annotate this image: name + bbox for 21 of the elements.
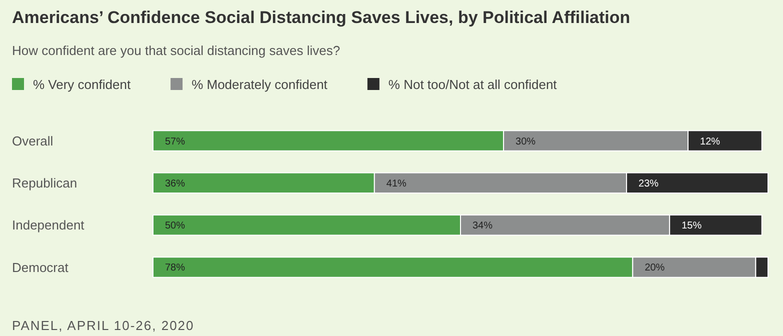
- y-tick-label: Republican: [12, 175, 78, 190]
- legend-label: % Moderately confident: [192, 77, 328, 92]
- data-label: 12%: [700, 136, 720, 148]
- y-tick-label: Democrat: [12, 260, 69, 275]
- data-label: 41%: [386, 178, 407, 190]
- data-label: 30%: [516, 136, 536, 148]
- legend-label: % Not too/Not at all confident: [388, 77, 558, 92]
- data-label: 15%: [682, 220, 702, 232]
- data-label: 78%: [165, 262, 186, 274]
- chart-title: Americans’ Confidence Social Distancing Saves Lives, by Political Affiliation: [12, 8, 630, 27]
- data-label: 20%: [644, 262, 665, 274]
- data-label: 36%: [165, 178, 186, 190]
- text: PANEL, APRIL 10-26, 2020: [12, 318, 194, 333]
- data-label: 50%: [165, 220, 186, 232]
- data-label: 34%: [472, 220, 493, 232]
- legend-label: % Very confident: [33, 77, 131, 92]
- data-label: 23%: [638, 178, 659, 190]
- y-tick-label: Independent: [12, 218, 85, 233]
- data-label: 57%: [165, 136, 186, 148]
- y-tick-label: Overall: [12, 133, 54, 148]
- chart-subtitle: How confident are you that social distancing saves lives?: [12, 43, 340, 58]
